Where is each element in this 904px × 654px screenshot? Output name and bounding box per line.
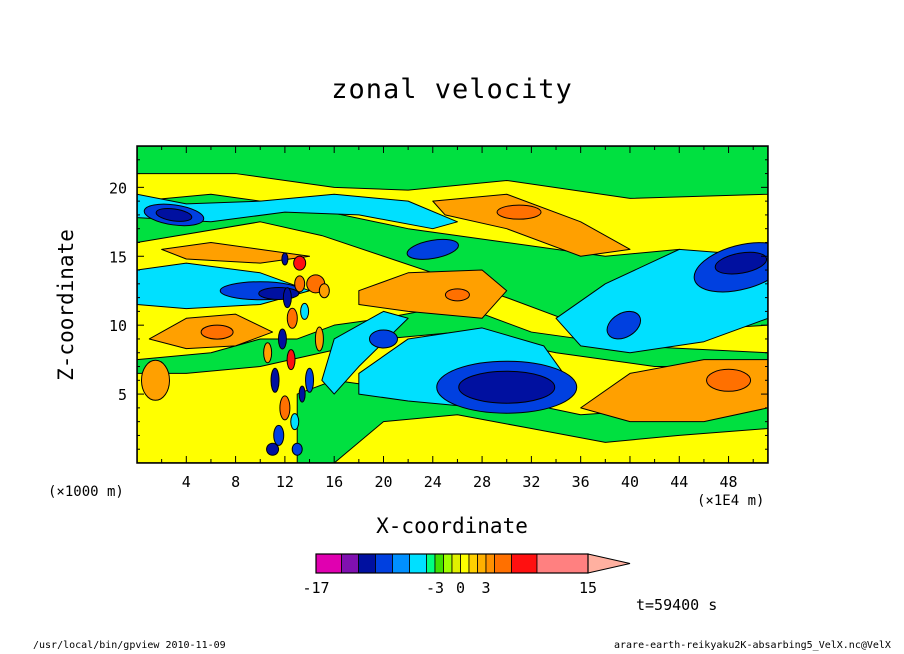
y-tick-label-10: 10 [109,317,127,335]
x-tick-label-36: 36 [572,473,590,491]
central-column-cell-5 [277,328,287,350]
dblue-core-right [714,251,768,275]
orange-lower-left [140,359,170,401]
orange-core-left [200,324,234,340]
blue-core-mid [368,329,398,349]
colorbar-segment-5 [392,553,410,574]
colorbar-overflow-arrow [587,553,631,574]
x-tick-label-4: 4 [182,473,191,491]
central-column-cell-1 [273,424,285,446]
colorbar-segment-13 [477,553,487,574]
colorbar-segment-10 [451,553,461,574]
orange-left-upper [161,241,311,264]
colorbar-tick-label-1: -3 [426,579,444,597]
blue-core-right-mid [606,310,642,340]
dblue-core-lower [458,370,556,404]
x-tick-label-16: 16 [325,473,343,491]
y-tick-label-20: 20 [109,179,127,197]
footer-right: arare-earth-reikyaku2K-absarbing5_VelX.n… [614,640,891,651]
central-column-cell-20 [281,252,289,266]
central-column-cell-12 [314,326,324,352]
colorbar-segment-12 [468,553,478,574]
chart-title: zonal velocity [331,74,573,105]
x-tick-label-24: 24 [424,473,442,491]
x-unit-right-label: (×1E4 m) [697,493,765,509]
x-tick-label-48: 48 [720,473,738,491]
central-column-cell-10 [293,255,307,271]
central-column-cell-14 [291,442,303,456]
orange-core-upper [496,204,542,220]
time-annotation: t=59400 s [636,596,718,614]
colorbar-tick-label-0: -17 [302,579,329,597]
y-axis: 5 10 15 20 [109,159,768,450]
colorbar: -17 -3 0 3 15 [302,553,631,597]
x-tick-label-12: 12 [276,473,294,491]
x-tick-label-20: 20 [374,473,392,491]
colorbar-frame [315,553,589,574]
footer-left: /usr/local/bin/gpview 2010-11-09 [33,640,226,651]
colorbar-segment-17 [536,553,589,574]
central-column-cell-13 [266,442,280,456]
dblue-core-upper-left [155,207,193,222]
colorbar-segment-11 [460,553,470,574]
colorbar-segment-1 [315,553,342,574]
central-column-cell-16 [300,302,310,320]
colorbar-segment-6 [409,553,427,574]
orange-center [358,269,508,319]
central-column-cell-3 [270,367,280,393]
central-column-cell-2 [279,395,291,421]
orange-core-center [444,288,470,302]
x-tick-label-32: 32 [522,473,540,491]
central-column-cell-6 [286,307,298,329]
colorbar-segment-8 [434,553,444,574]
colorbar-segment-14 [485,553,495,574]
y-tick-label-5: 5 [118,386,127,404]
x-tick-label-28: 28 [473,473,491,491]
blue-core-upper-center [406,238,459,260]
colorbar-segment-7 [426,553,436,574]
velocity-field [137,146,768,463]
central-column-cell-7 [282,287,292,309]
central-column-cell-15 [290,413,300,431]
colorbar-tick-label-3: 3 [481,579,490,597]
x-tick-label-44: 44 [670,473,688,491]
colorbar-segment-9 [443,553,453,574]
upper-green-band [137,146,768,199]
central-column-cell-4 [286,349,296,371]
colorbar-tick-label-4: 15 [579,579,597,597]
colorbar-tick-label-2: 0 [456,579,465,597]
colorbar-segment-2 [341,553,359,574]
central-column-cell-8 [294,275,306,293]
central-column-cell-18 [263,342,273,364]
x-tick-label-40: 40 [621,473,639,491]
x-axis: 4 8 12 16 20 24 28 32 36 40 44 48 [161,146,754,491]
plot-frame [136,145,769,464]
x-unit-left-label: (×1000 m) [48,484,124,500]
x-axis-label: X-coordinate [376,514,528,538]
colorbar-segment-16 [511,553,538,574]
central-column-cell-11 [305,367,315,393]
orange-core-right [706,368,752,392]
x-tick-label-8: 8 [231,473,240,491]
dblue-core-left-jet [258,286,300,300]
colorbar-segment-15 [494,553,512,574]
colorbar-segment-4 [375,553,393,574]
y-tick-label-15: 15 [109,248,127,266]
central-column-cell-19 [298,385,306,403]
colorbar-segment-3 [358,553,376,574]
central-column-cell-17 [318,283,330,299]
orange-upper-band [432,193,631,257]
